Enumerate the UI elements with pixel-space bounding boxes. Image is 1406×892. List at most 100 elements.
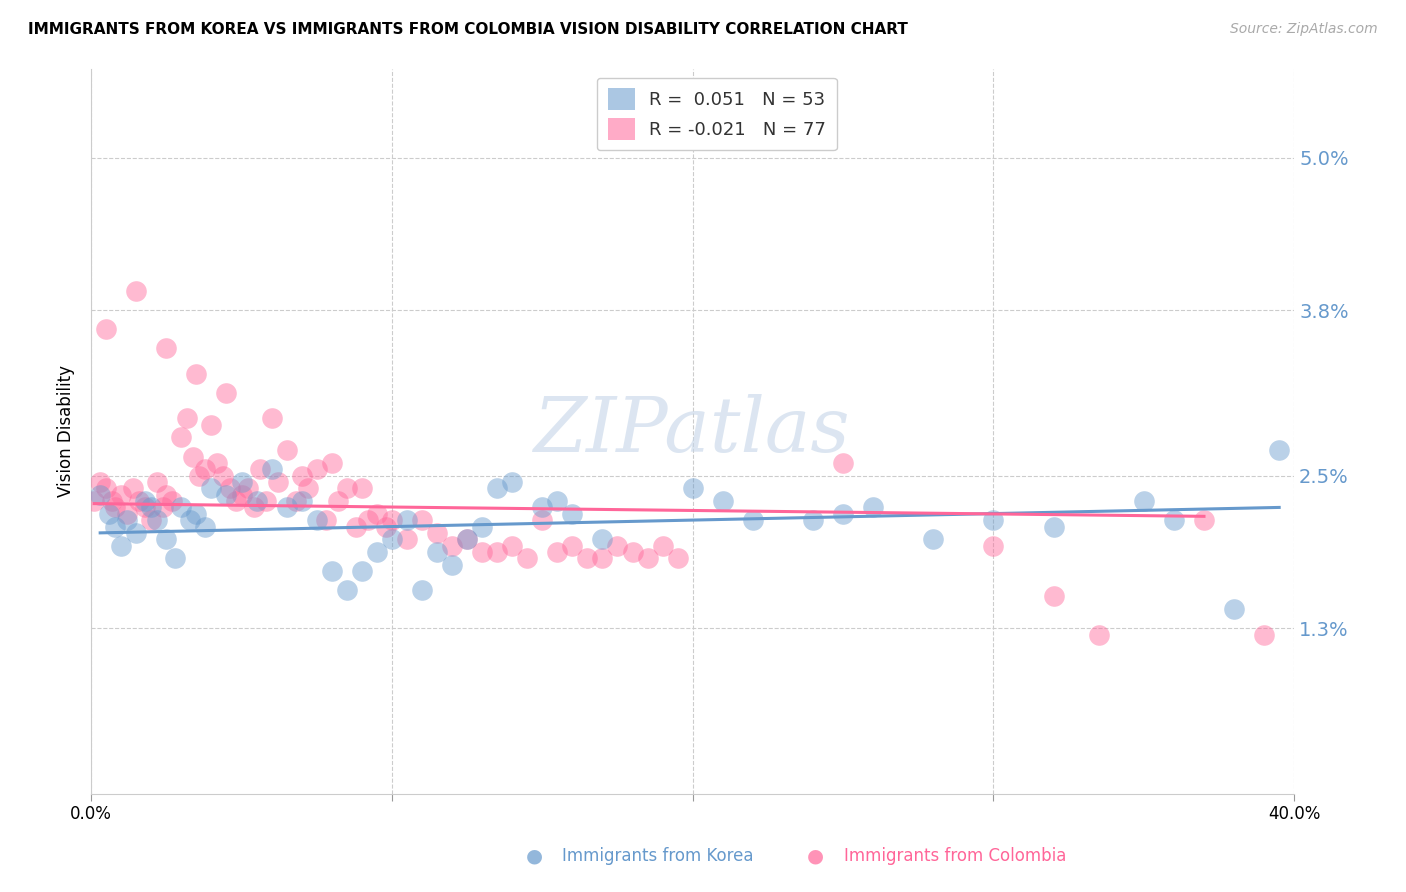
Text: Immigrants from Korea: Immigrants from Korea	[562, 847, 754, 865]
Point	[125, 284, 148, 298]
Point	[117, 507, 139, 521]
Point	[242, 500, 264, 515]
Point	[441, 558, 464, 572]
Point	[486, 481, 509, 495]
Point	[155, 533, 177, 547]
Text: IMMIGRANTS FROM KOREA VS IMMIGRANTS FROM COLOMBIA VISION DISABILITY CORRELATION : IMMIGRANTS FROM KOREA VS IMMIGRANTS FROM…	[28, 22, 908, 37]
Point	[104, 519, 127, 533]
Point	[501, 539, 523, 553]
Point	[326, 494, 349, 508]
Point	[96, 481, 118, 495]
Point	[922, 533, 945, 547]
Text: ●: ●	[807, 847, 824, 866]
Point	[357, 513, 380, 527]
Point	[531, 513, 554, 527]
Point	[381, 513, 404, 527]
Point	[336, 481, 359, 495]
Point	[96, 322, 118, 336]
Point	[183, 450, 205, 464]
Point	[983, 539, 1005, 553]
Point	[862, 500, 884, 515]
Point	[155, 342, 177, 356]
Point	[471, 545, 494, 559]
Point	[188, 468, 211, 483]
Point	[266, 475, 288, 489]
Point	[801, 513, 824, 527]
Point	[411, 583, 433, 598]
Legend: R =  0.051   N = 53, R = -0.021   N = 77: R = 0.051 N = 53, R = -0.021 N = 77	[596, 78, 837, 151]
Text: ●: ●	[526, 847, 543, 866]
Point	[456, 533, 478, 547]
Point	[170, 500, 193, 515]
Point	[426, 525, 449, 540]
Point	[101, 494, 124, 508]
Point	[165, 551, 187, 566]
Point	[200, 417, 222, 432]
Point	[546, 494, 568, 508]
Point	[374, 519, 396, 533]
Point	[146, 475, 169, 489]
Point	[1192, 513, 1215, 527]
Point	[128, 494, 150, 508]
Point	[194, 519, 217, 533]
Point	[141, 500, 163, 515]
Point	[249, 462, 271, 476]
Point	[176, 411, 198, 425]
Point	[305, 462, 328, 476]
Point	[321, 456, 343, 470]
Point	[117, 513, 139, 527]
Point	[561, 539, 583, 553]
Point	[395, 533, 418, 547]
Point	[1268, 443, 1291, 458]
Point	[606, 539, 628, 553]
Point	[1042, 519, 1064, 533]
Point	[104, 500, 127, 515]
Point	[1223, 602, 1246, 616]
Point	[637, 551, 659, 566]
Point	[152, 500, 174, 515]
Point	[231, 488, 253, 502]
Point	[471, 519, 494, 533]
Point	[284, 494, 307, 508]
Point	[141, 513, 163, 527]
Point	[621, 545, 644, 559]
Point	[591, 533, 613, 547]
Point	[576, 551, 599, 566]
Point	[591, 551, 613, 566]
Point	[561, 507, 583, 521]
Point	[236, 481, 259, 495]
Point	[350, 481, 373, 495]
Point	[89, 475, 111, 489]
Point	[122, 481, 145, 495]
Point	[291, 494, 314, 508]
Point	[215, 488, 238, 502]
Point	[134, 500, 156, 515]
Point	[207, 456, 229, 470]
Point	[366, 545, 388, 559]
Point	[260, 462, 283, 476]
Point	[411, 513, 433, 527]
Point	[83, 494, 105, 508]
Point	[297, 481, 319, 495]
Point	[336, 583, 359, 598]
Point	[441, 539, 464, 553]
Point	[186, 367, 208, 381]
Point	[651, 539, 673, 553]
Y-axis label: Vision Disability: Vision Disability	[58, 365, 75, 497]
Point	[200, 481, 222, 495]
Point	[276, 500, 298, 515]
Point	[315, 513, 337, 527]
Point	[1133, 494, 1156, 508]
Point	[486, 545, 509, 559]
Point	[231, 475, 253, 489]
Point	[741, 513, 763, 527]
Point	[344, 519, 367, 533]
Point	[155, 488, 177, 502]
Point	[426, 545, 449, 559]
Point	[711, 494, 734, 508]
Text: ZIPatlas: ZIPatlas	[534, 394, 851, 468]
Point	[146, 513, 169, 527]
Point	[666, 551, 689, 566]
Point	[546, 545, 568, 559]
Point	[225, 494, 247, 508]
